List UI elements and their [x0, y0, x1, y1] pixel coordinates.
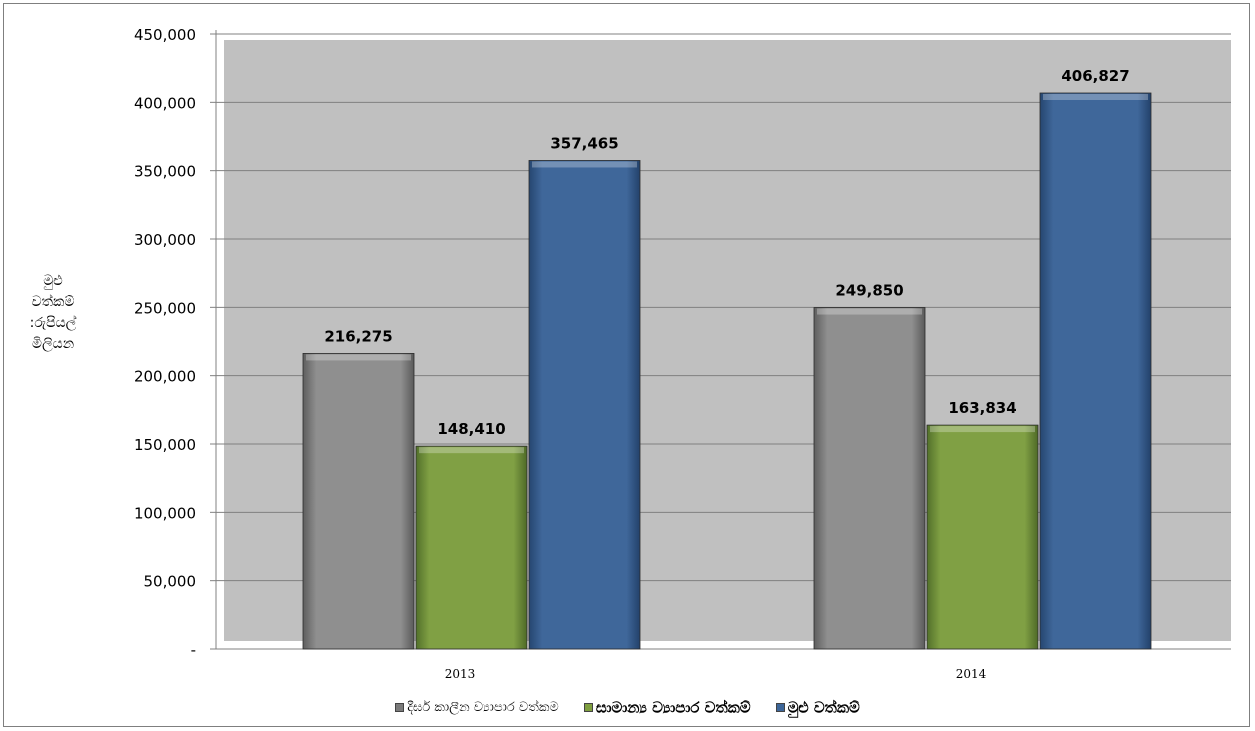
bar [1039, 92, 1152, 650]
bar-highlight [930, 426, 1035, 433]
legend-label: මුළු වත්කම් [787, 698, 860, 717]
legend-label: සාමාන්‍ය ව්‍යාපාර වත්කම් [595, 698, 751, 717]
y-tick-label: 250,000 [134, 299, 196, 317]
y-tick-label: - [191, 641, 196, 659]
y-tick-label: 400,000 [134, 94, 196, 112]
y-tick-label: 200,000 [134, 368, 196, 386]
legend-swatch [395, 703, 405, 712]
data-labels: 216,275 148,410 357,465 249,850 163,834 406,8… [324, 67, 1129, 438]
bar-highlight [419, 447, 524, 454]
x-tick-label: 2013 [445, 667, 476, 681]
legend-item-total-assets: මුළු වත්කම් [775, 697, 860, 717]
y-tick-label: 100,000 [134, 504, 196, 522]
y-tick-label: 350,000 [134, 163, 196, 181]
bar [528, 160, 641, 650]
y-tick-label: 450,000 [134, 26, 196, 44]
axes: - 50,000 100,000 150,000 200,000 250,000 300,0… [134, 26, 1231, 681]
legend: දීර්ඝ කාලීන ව්‍යාපාර වත්කම සාමාන්‍ය ව්‍ය… [0, 696, 1255, 716]
y-axis-label-line: මුළු [43, 273, 63, 289]
bar-highlight [1043, 94, 1148, 101]
y-axis-label-line: වත්කම් [31, 294, 75, 310]
bar [926, 424, 1039, 650]
y-axis-label-line: :රුපියල් [29, 315, 77, 331]
data-label: 249,850 [835, 282, 903, 300]
legend-item-long-term-assets: දීර්ඝ කාලීන ව්‍යාපාර වත්කම [395, 697, 559, 716]
y-axis-label-line: මිලියන [31, 336, 75, 352]
data-label: 148,410 [437, 420, 505, 438]
bar [813, 307, 926, 650]
legend-swatch [583, 702, 593, 712]
legend-label: දීර්ඝ කාලීන ව්‍යාපාර වත්කම [407, 700, 559, 715]
data-label: 163,834 [948, 399, 1016, 417]
bar-highlight [306, 354, 411, 361]
legend-item-current-assets: සාමාන්‍ය ව්‍යාපාර වත්කම් [583, 697, 751, 717]
bar-highlight [817, 308, 922, 315]
y-tick-label: 150,000 [134, 436, 196, 454]
y-axis-label: මුළු වත්කම් :රුපියල් මිලියන [28, 271, 78, 355]
bars [302, 92, 1152, 650]
y-tick-label: 300,000 [134, 231, 196, 249]
x-tick-label: 2014 [956, 667, 987, 681]
bar-highlight [532, 161, 637, 168]
legend-swatch [775, 702, 785, 712]
data-label: 406,827 [1061, 67, 1129, 85]
y-tick-label: 50,000 [144, 573, 197, 591]
bar [415, 445, 528, 650]
data-label: 216,275 [324, 327, 392, 345]
data-label: 357,465 [550, 134, 618, 152]
bar [302, 353, 415, 650]
